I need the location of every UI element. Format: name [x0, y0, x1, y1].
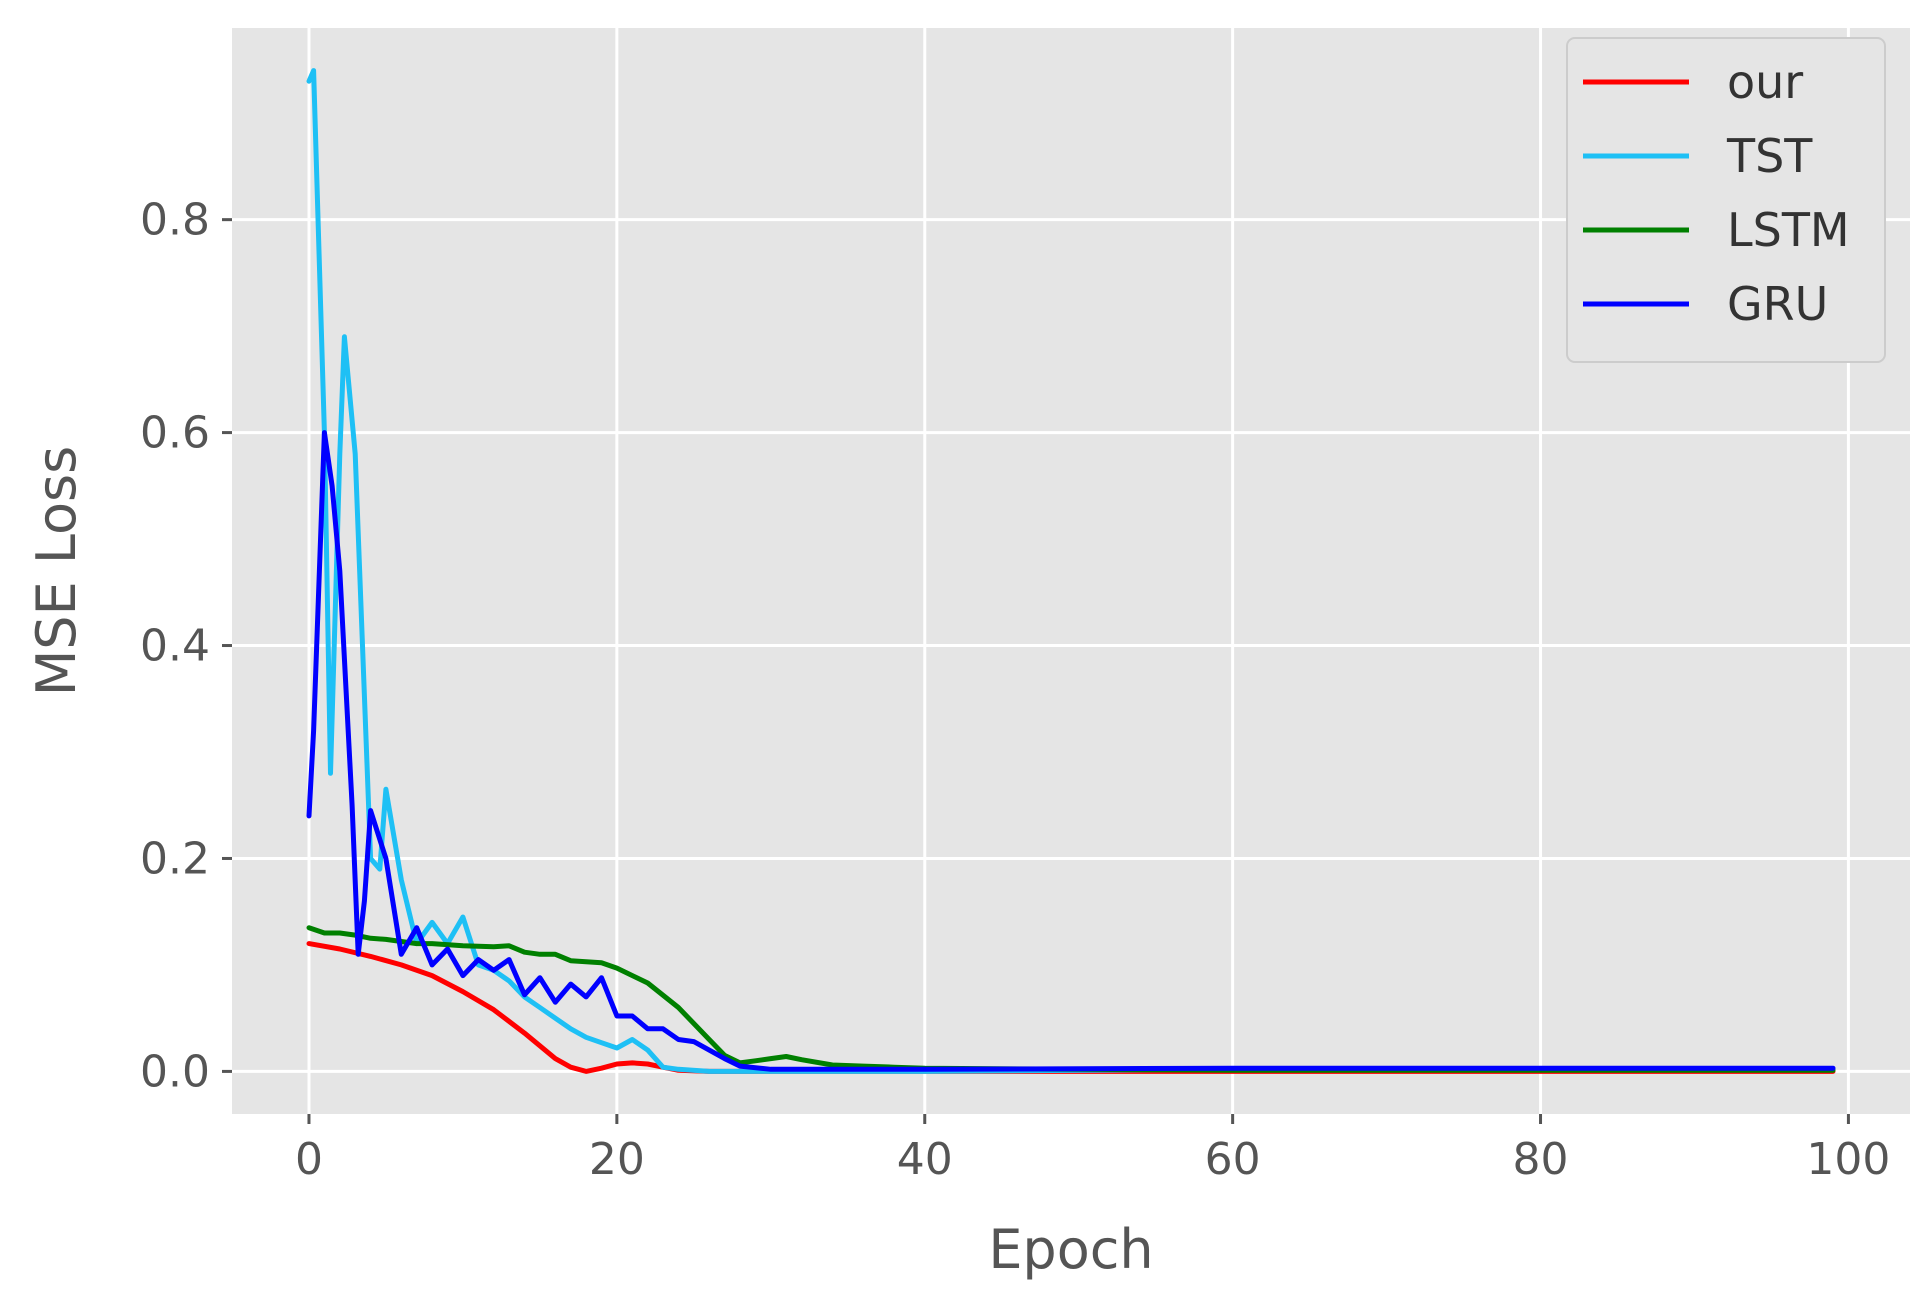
series-line-gru — [306, 430, 1836, 1072]
legend-label-our: our — [1727, 55, 1803, 109]
x-tick-label: 60 — [1205, 1134, 1261, 1185]
legend-label-gru: GRU — [1727, 277, 1828, 331]
y-axis-label: MSE Loss — [25, 446, 88, 697]
x-tick-label: 0 — [295, 1134, 323, 1185]
x-tick-label: 80 — [1513, 1134, 1569, 1185]
y-tick-label: 0.0 — [140, 1046, 210, 1097]
x-tick-label: 40 — [897, 1134, 953, 1185]
y-tick-label: 0.4 — [140, 621, 210, 672]
ticks: 0 20 40 60 80 100 0.0 0.2 0.4 0.6 0.8 — [140, 195, 1890, 1185]
x-axis-label: Epoch — [988, 1218, 1153, 1281]
legend-label-tst: TST — [1726, 129, 1813, 183]
y-tick-label: 0.2 — [140, 833, 210, 884]
x-tick-label: 20 — [589, 1134, 645, 1185]
legend-label-lstm: LSTM — [1727, 203, 1850, 257]
series-lines — [306, 68, 1836, 1074]
legend-box — [1566, 37, 1886, 363]
y-tick-label: 0.8 — [140, 195, 210, 246]
series-line-tst — [306, 68, 1836, 1074]
y-tick-label: 0.6 — [140, 408, 210, 459]
legend: our TST LSTM GRU — [1566, 37, 1886, 363]
x-tick-label: 100 — [1806, 1134, 1890, 1185]
